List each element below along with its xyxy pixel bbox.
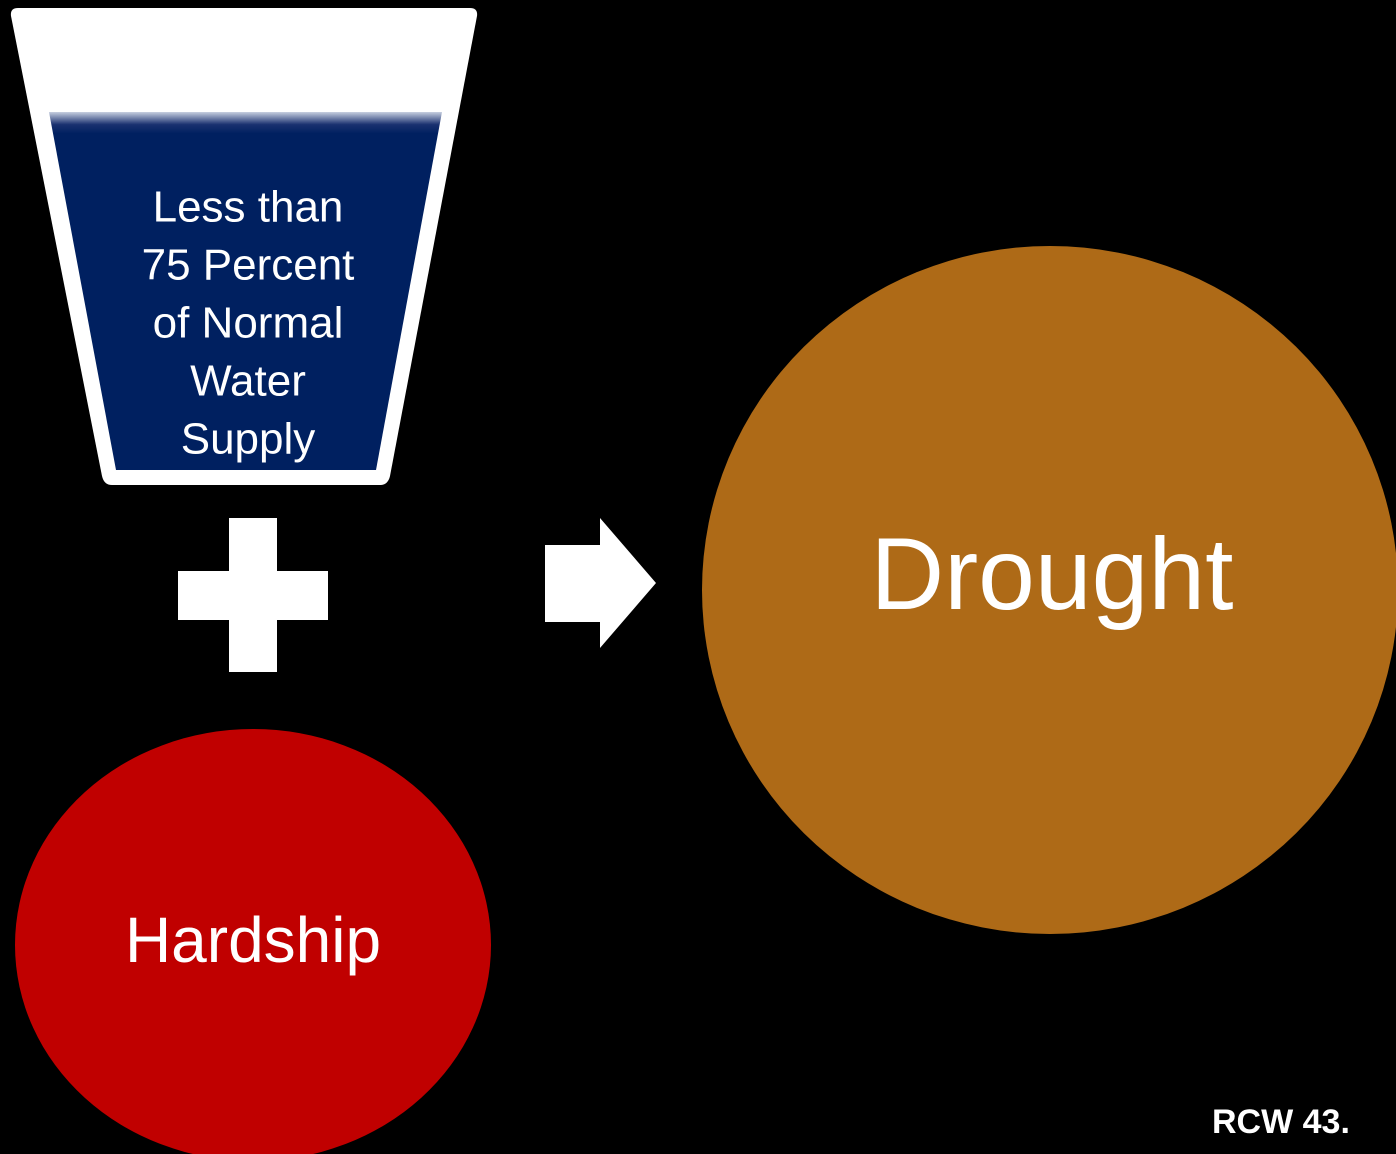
- reference: RCW 43.: [1212, 1103, 1350, 1141]
- drought-label: Drought: [871, 517, 1234, 631]
- water: [49, 112, 442, 470]
- plus-sign: [178, 518, 328, 672]
- glass-line: 75 Percent: [142, 241, 355, 290]
- glass-line: Supply: [181, 415, 316, 464]
- glass-line: of Normal: [153, 299, 344, 348]
- hardship-circle: [15, 729, 491, 1154]
- glass-text: Less than 75 Percent of Normal Water Sup…: [142, 183, 355, 464]
- hardship-label: Hardship: [125, 904, 381, 976]
- glass-line: Less than: [153, 183, 344, 232]
- arrow: [545, 518, 656, 648]
- drought-circle: [702, 246, 1396, 934]
- glass-line: Water: [190, 357, 306, 406]
